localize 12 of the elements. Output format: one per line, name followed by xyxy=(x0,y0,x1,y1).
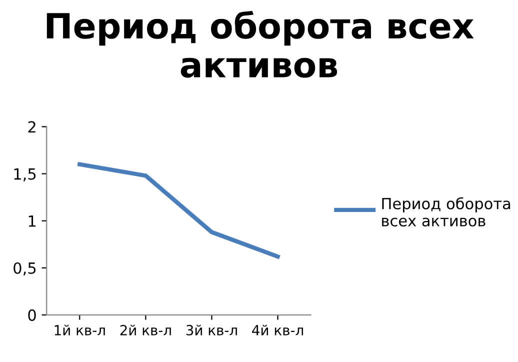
chart-title: Период оборота всех активов xyxy=(46,10,474,78)
legend-label: Период оборота всех активов xyxy=(382,197,510,226)
y-tick-label: 1 xyxy=(28,215,36,227)
x-tick-label: 2й кв-л xyxy=(120,324,171,336)
y-tick-label: 0 xyxy=(28,309,36,321)
x-tick-label: 4й кв-л xyxy=(252,324,303,336)
y-tick-label: 0,5 xyxy=(14,262,36,276)
x-tick-label: 1й кв-л xyxy=(54,324,105,336)
y-tick-label: 2 xyxy=(28,121,36,133)
y-tick-label: 1,5 xyxy=(14,168,36,182)
x-tick-label: 3й кв-л xyxy=(186,324,237,336)
line-series xyxy=(78,162,280,259)
